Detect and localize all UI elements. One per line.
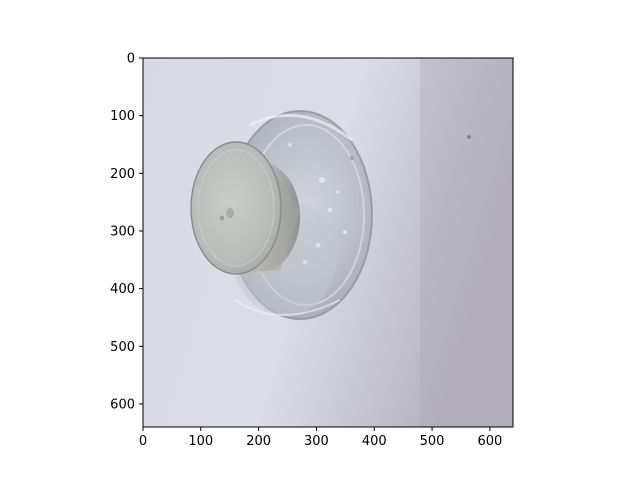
axes-frame [142, 57, 514, 428]
cup-lid [190, 141, 300, 275]
y-tick-label: 400 [110, 282, 135, 297]
y-tick-label: 600 [110, 397, 135, 412]
x-tick-label: 300 [304, 434, 329, 449]
x-tick-label: 400 [362, 434, 387, 449]
x-tick-label: 500 [420, 434, 445, 449]
x-tick-label: 200 [246, 434, 271, 449]
y-tick-label: 100 [110, 109, 135, 124]
x-axis: 0 100 200 300 400 500 600 [139, 427, 502, 449]
y-axis: 0 100 200 300 400 500 600 [110, 52, 143, 412]
y-tick-label: 0 [127, 52, 135, 67]
x-tick-label: 600 [477, 434, 502, 449]
y-tick-label: 200 [110, 167, 135, 182]
y-tick-label: 500 [110, 340, 135, 355]
y-tick-label: 300 [110, 224, 135, 239]
photo-image [143, 58, 513, 427]
x-tick-label: 0 [139, 434, 147, 449]
x-tick-label: 100 [188, 434, 213, 449]
